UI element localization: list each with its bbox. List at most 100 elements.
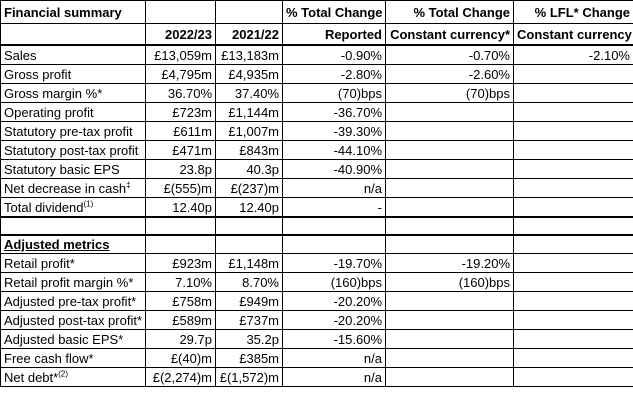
cell-lfl <box>513 178 633 198</box>
table-row-sales: Sales £13,059m £13,183m -0.90% -0.70% -2… <box>0 44 633 65</box>
cell-reported: (70)bps <box>282 83 386 103</box>
table-row-adjusted-basic-eps: Adjusted basic EPS* 29.7p 35.2p -15.60% <box>0 329 633 349</box>
cell-constant-currency: -0.70% <box>385 44 514 65</box>
cell-empty <box>215 234 283 254</box>
cell-2021-22: £843m <box>215 140 283 160</box>
cell-empty <box>513 216 633 236</box>
cell-2022-23: 7.10% <box>145 272 216 292</box>
row-label-text: Operating profit <box>4 104 94 120</box>
cell-empty <box>145 216 216 236</box>
table-row-statutory-basic-eps: Statutory basic EPS 23.8p 40.3p -40.90% <box>0 159 633 179</box>
cell-2022-23: £471m <box>145 140 216 160</box>
cell-constant-currency <box>385 348 514 368</box>
cell-2022-23: £758m <box>145 291 216 311</box>
cell-2021-22: £13,183m <box>215 44 283 65</box>
col-header-2021-22: 2021/22 <box>215 23 283 46</box>
cell-empty <box>0 23 146 46</box>
cell-empty <box>145 234 216 254</box>
row-label-text: Gross margin %* <box>4 85 103 101</box>
header-row-1: Financial summary % Total Change % Total… <box>0 0 633 24</box>
cell-2021-22: £4,935m <box>215 64 283 84</box>
cell-reported: n/a <box>282 367 386 387</box>
row-label-text: Retail profit margin %* <box>4 274 134 290</box>
row-label-text: Adjusted pre-tax profit* <box>4 293 137 309</box>
row-label-text: Net decrease in cash <box>4 180 127 196</box>
col-header-reported: Reported <box>282 23 386 46</box>
col-header-total-change-reported: % Total Change <box>282 0 386 24</box>
table-row-statutory-pretax-profit: Statutory pre-tax profit £611m £1,007m -… <box>0 121 633 141</box>
cell-constant-currency <box>385 140 514 160</box>
cell-lfl <box>513 329 633 349</box>
cell-2022-23: 36.70% <box>145 83 216 103</box>
table-row-retail-profit: Retail profit* £923m £1,148m -19.70% -19… <box>0 253 633 273</box>
cell-constant-currency <box>385 329 514 349</box>
cell-reported: (160)bps <box>282 272 386 292</box>
financial-summary-table: Financial summary % Total Change % Total… <box>0 0 633 387</box>
cell-2021-22: 35.2p <box>215 329 283 349</box>
row-label-text: Total dividend <box>4 199 84 215</box>
footnote-marker: (2) <box>58 369 68 379</box>
cell-lfl <box>513 291 633 311</box>
cell-lfl <box>513 121 633 141</box>
cell-2021-22: £(237)m <box>215 178 283 198</box>
cell-lfl <box>513 348 633 368</box>
cell-empty <box>282 234 386 254</box>
col-header-total-change-constant: % Total Change <box>385 0 514 24</box>
col-header-lfl-change: % LFL* Change <box>513 0 633 24</box>
table-row-free-cash-flow: Free cash flow* £(40)m £385m n/a <box>0 348 633 368</box>
cell-2021-22: 12.40p <box>215 197 283 218</box>
row-label: Adjusted pre-tax profit* <box>0 291 146 311</box>
row-label: Total dividend(1) <box>0 197 146 218</box>
row-label-text: Gross profit <box>4 66 72 82</box>
col-header-constant-currency: Constant currency* <box>385 23 514 46</box>
cell-reported: -19.70% <box>282 253 386 273</box>
cell-constant-currency <box>385 291 514 311</box>
cell-constant-currency: -19.20% <box>385 253 514 273</box>
cell-2022-23: £589m <box>145 310 216 330</box>
cell-2021-22: £1,007m <box>215 121 283 141</box>
cell-constant-currency: (160)bps <box>385 272 514 292</box>
cell-lfl <box>513 272 633 292</box>
cell-lfl: -2.10% <box>513 44 633 65</box>
row-label: Gross margin %* <box>0 83 146 103</box>
cell-constant-currency <box>385 197 514 218</box>
cell-empty <box>0 216 146 236</box>
cell-2022-23: £723m <box>145 102 216 122</box>
col-header-2022-23: 2022/23 <box>145 23 216 46</box>
cell-constant-currency: -2.60% <box>385 64 514 84</box>
row-label: Adjusted post-tax profit* <box>0 310 146 330</box>
row-label-text: Adjusted post-tax profit* <box>4 312 143 328</box>
cell-empty <box>215 0 283 24</box>
row-label: Statutory post-tax profit <box>0 140 146 160</box>
cell-2021-22: 8.70% <box>215 272 283 292</box>
row-label-text: Free cash flow* <box>4 350 94 366</box>
cell-2022-23: £13,059m <box>145 44 216 65</box>
cell-2021-22: 40.3p <box>215 159 283 179</box>
cell-2021-22: £1,148m <box>215 253 283 273</box>
separator-row <box>0 216 633 236</box>
cell-reported: -44.10% <box>282 140 386 160</box>
row-label: Gross profit <box>0 64 146 84</box>
cell-empty <box>513 234 633 254</box>
footnote-marker: (1) <box>83 199 94 209</box>
table-row-operating-profit: Operating profit £723m £1,144m -36.70% <box>0 102 633 122</box>
cell-2022-23: £(555)m <box>145 178 216 198</box>
table-row-gross-profit: Gross profit £4,795m £4,935m -2.80% -2.6… <box>0 64 633 84</box>
cell-reported: -20.20% <box>282 291 386 311</box>
cell-2021-22: 37.40% <box>215 83 283 103</box>
cell-2022-23: £923m <box>145 253 216 273</box>
row-label-text: Net debt* <box>4 369 59 385</box>
table-row-net-debt: Net debt*(2) £(2,274)m £(1,572)m n/a <box>0 367 633 387</box>
row-label-text: Statutory pre-tax profit <box>4 123 133 139</box>
cell-lfl <box>513 159 633 179</box>
cell-lfl <box>513 83 633 103</box>
footnote-marker: ‡ <box>126 180 131 190</box>
cell-reported: -20.20% <box>282 310 386 330</box>
cell-2022-23: 29.7p <box>145 329 216 349</box>
section-title: Adjusted metrics <box>0 234 146 254</box>
row-label: Net decrease in cash‡ <box>0 178 146 198</box>
row-label: Statutory basic EPS <box>0 159 146 179</box>
cell-2021-22: £1,144m <box>215 102 283 122</box>
cell-constant-currency <box>385 178 514 198</box>
table-row-adjusted-pretax-profit: Adjusted pre-tax profit* £758m £949m -20… <box>0 291 633 311</box>
